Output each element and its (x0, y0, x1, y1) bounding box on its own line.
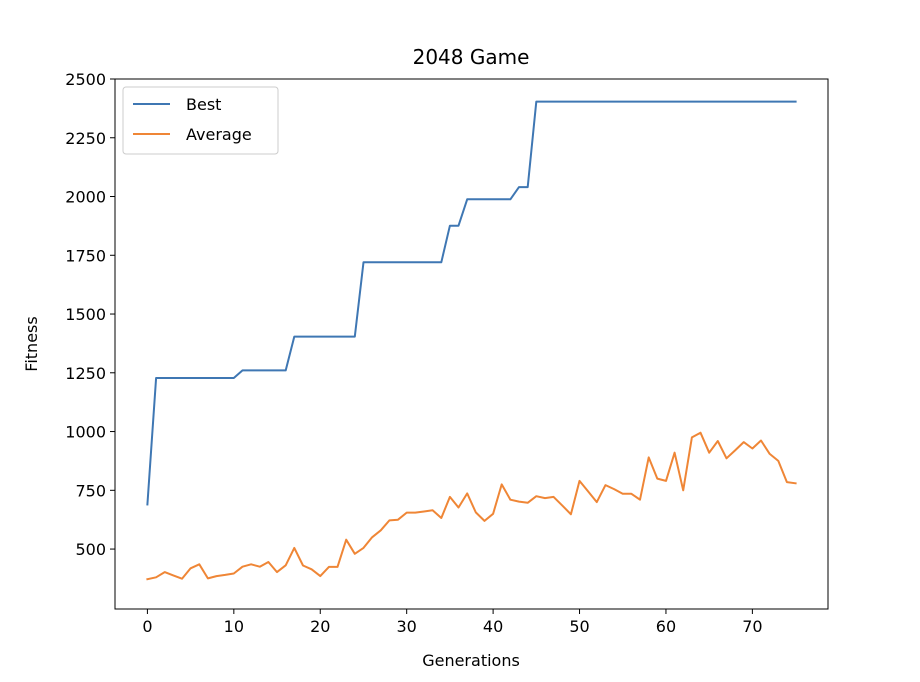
y-tick-label: 2000 (65, 188, 106, 207)
x-tick-label: 40 (483, 617, 503, 636)
series-lines (146, 100, 797, 581)
legend: Best Average (122, 86, 279, 155)
y-tick-label: 500 (75, 540, 106, 559)
y-tick-label: 1750 (65, 246, 106, 265)
y-tick-label: 750 (75, 481, 106, 500)
y-tick-label: 2500 (65, 70, 106, 89)
y-tick-label: 1000 (65, 423, 106, 442)
x-tick-label: 0 (142, 617, 152, 636)
chart-title: 2048 Game (413, 45, 530, 69)
x-axis: 0 10 20 30 40 50 60 70 (142, 609, 763, 636)
series-line-average (146, 431, 797, 581)
x-tick-label: 60 (656, 617, 676, 636)
x-axis-title: Generations (422, 651, 520, 670)
x-tick-label: 50 (569, 617, 589, 636)
y-tick-label: 1250 (65, 364, 106, 383)
x-tick-label: 20 (310, 617, 330, 636)
y-axis: 500 750 1000 1250 1500 1750 2000 2250 2500 (65, 70, 115, 559)
y-tick-label: 1500 (65, 305, 106, 324)
legend-label-average: Average (186, 125, 252, 144)
x-tick-label: 70 (742, 617, 762, 636)
plot-frame (114, 78, 829, 610)
x-tick-label: 10 (224, 617, 244, 636)
x-tick-label: 30 (397, 617, 417, 636)
y-axis-title: Fitness (22, 316, 41, 371)
series-line-best (146, 100, 797, 506)
legend-label-best: Best (186, 95, 221, 114)
y-tick-label: 2250 (65, 129, 106, 148)
